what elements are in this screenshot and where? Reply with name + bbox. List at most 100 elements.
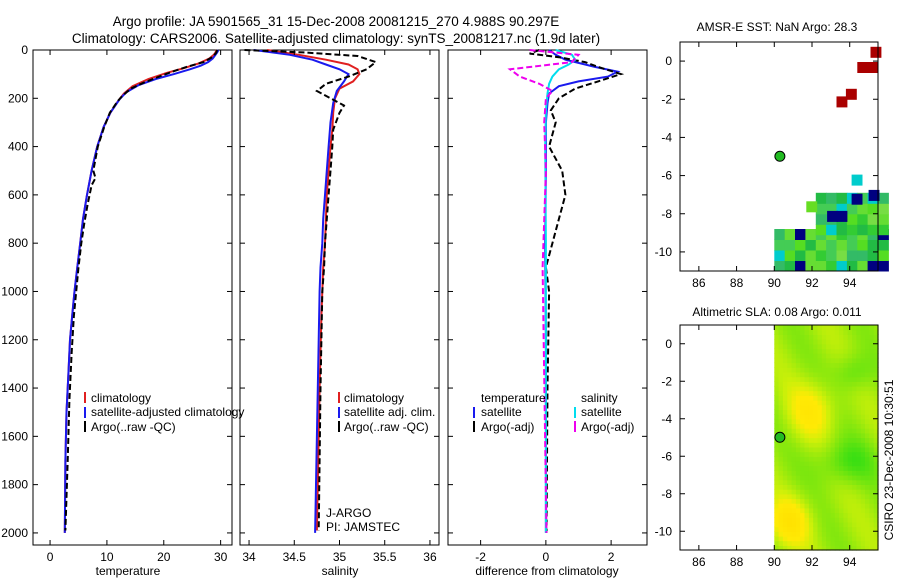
sla-cell <box>830 521 836 528</box>
sla-cell <box>774 423 780 429</box>
sla-cell <box>774 512 780 518</box>
sla-cell <box>873 493 879 500</box>
sst-cell <box>866 62 878 73</box>
sla-cell <box>847 428 853 434</box>
y-tick-label: 800 <box>8 236 28 250</box>
sla-cell <box>821 432 827 439</box>
sla-cell <box>843 325 849 331</box>
sla-cell <box>830 423 836 429</box>
sla-cell <box>813 470 819 476</box>
sla-cell <box>804 418 810 425</box>
sla-cell <box>834 535 840 542</box>
sla-cell <box>774 418 780 425</box>
sla-cell <box>808 395 814 401</box>
y-tick-label: -6 <box>661 449 672 463</box>
sla-cell <box>821 493 827 500</box>
sla-cell <box>791 475 797 481</box>
sla-cell <box>847 362 853 368</box>
sla-cell <box>873 479 879 485</box>
difference-panel-frame <box>447 49 648 546</box>
x-tick-label: 36 <box>423 550 437 564</box>
sla-cell <box>852 329 857 335</box>
sla-cell <box>843 526 849 532</box>
sla-cell <box>843 446 849 453</box>
sla-cell <box>869 395 875 401</box>
sla-cell <box>834 460 840 467</box>
sla-cell <box>856 493 862 500</box>
sla-cell <box>800 531 806 537</box>
sla-cell <box>830 390 836 396</box>
sla-cell <box>778 470 784 476</box>
sla-cell <box>856 460 862 467</box>
sla-cell <box>860 353 866 359</box>
legend-temp-argo-label: Argo(-adj) <box>481 420 534 434</box>
y-tick-label: 1200 <box>1 333 28 347</box>
sla-cell <box>856 348 862 354</box>
figure-title-line2: Climatology: CARS2006. Satellite-adjuste… <box>72 31 600 46</box>
sla-cell <box>860 329 866 335</box>
sla-cell <box>782 428 788 434</box>
x-tick-label: 94 <box>843 276 857 290</box>
sla-cell <box>804 404 810 410</box>
sla-cell <box>856 498 862 504</box>
sla-cell <box>847 451 853 457</box>
sla-cell <box>852 526 857 532</box>
sla-cell <box>839 451 844 457</box>
sla-cell <box>774 385 780 392</box>
sla-cell <box>834 507 840 514</box>
sla-cell <box>800 376 806 382</box>
x-tick-label: 88 <box>730 555 744 569</box>
sla-cell <box>847 517 853 523</box>
sla-cell <box>782 545 788 551</box>
sla-cell <box>795 357 801 364</box>
sla-cell <box>821 414 827 420</box>
sla-cell <box>800 428 806 434</box>
x-tick-label: 35 <box>333 550 347 564</box>
sla-cell <box>774 348 780 354</box>
sla-cell <box>774 367 780 373</box>
sla-cell <box>834 404 840 410</box>
sla-cell <box>800 456 806 462</box>
sla-cell <box>865 526 870 532</box>
sla-cell <box>778 400 784 406</box>
sla-cell <box>843 460 849 467</box>
sla-cell <box>813 325 819 331</box>
sla-cell <box>847 475 853 481</box>
sla-cell <box>813 376 819 382</box>
sla-cell <box>826 357 831 364</box>
x-tick-label: 90 <box>768 555 782 569</box>
sla-cell <box>804 390 810 396</box>
sst-cell <box>857 62 869 73</box>
sla-cell <box>821 409 827 415</box>
sla-cell <box>795 437 801 443</box>
sst-cell <box>795 239 806 251</box>
sla-cell <box>787 521 793 528</box>
sla-cell <box>852 343 857 350</box>
sst-cell <box>826 260 837 272</box>
salinity-x-axis-label: salinity <box>322 564 359 578</box>
sla-cell <box>804 414 810 420</box>
sst-cell <box>878 250 889 261</box>
sla-cell <box>804 479 810 485</box>
sla-cell <box>813 428 819 434</box>
sla-cell <box>860 517 866 523</box>
sla-cell <box>869 535 875 542</box>
sst-cell <box>826 192 837 204</box>
sla-cell <box>808 512 814 518</box>
sla-cell <box>782 329 788 335</box>
x-tick-label: 0 <box>47 550 54 564</box>
sla-cell <box>821 451 827 457</box>
sla-cell <box>782 390 788 396</box>
sla-cell <box>791 489 797 495</box>
sla-cell <box>873 395 879 401</box>
sla-cell <box>813 442 819 448</box>
series-climatology <box>63 49 218 533</box>
sla-cell <box>808 456 814 462</box>
sla-cell <box>830 526 836 532</box>
sla-cell <box>813 329 819 335</box>
y-tick-label: -4 <box>661 130 672 144</box>
sla-cell <box>782 507 788 514</box>
sla-cell <box>813 526 819 532</box>
sst-cell <box>815 203 827 215</box>
sla-cell <box>856 540 862 546</box>
